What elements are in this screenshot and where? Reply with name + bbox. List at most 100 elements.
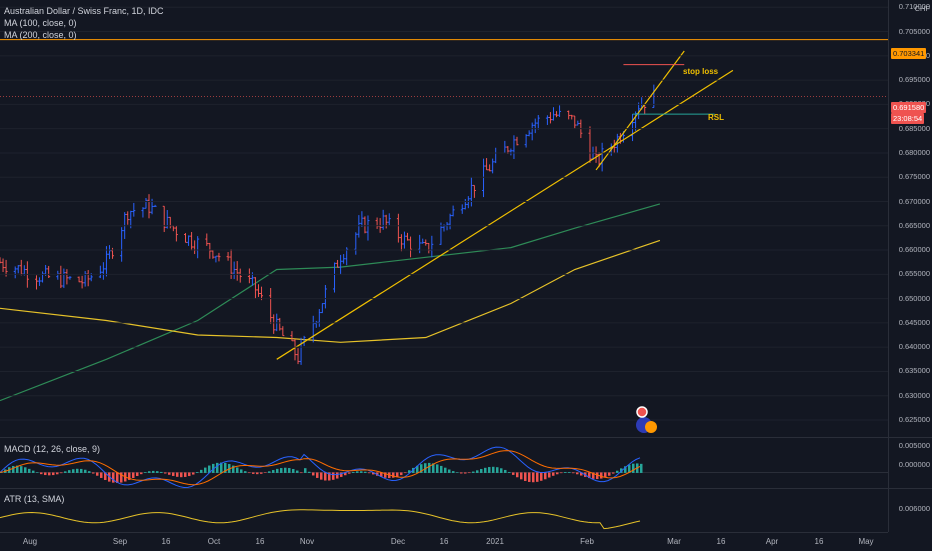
time-label: 16 — [814, 537, 824, 546]
macd-histogram-bar — [240, 469, 243, 473]
macd-histogram-bar — [408, 470, 411, 473]
macd-histogram-bar — [60, 472, 63, 474]
pane-separator[interactable] — [0, 437, 932, 438]
macd-histogram-bar — [384, 472, 387, 478]
macd-histogram-bar — [56, 472, 59, 475]
main-chart-pane[interactable]: Australian Dollar / Swiss Franc, 1D, IDC… — [0, 0, 888, 437]
macd-tick: 0.000000 — [898, 460, 930, 469]
macd-histogram-bar — [568, 472, 571, 473]
macd-histogram-bar — [564, 472, 567, 473]
trendline — [595, 50, 685, 171]
ma200-legend[interactable]: MA (200, close, 0) — [4, 30, 77, 40]
macd-histogram-bar — [112, 472, 115, 483]
macd-histogram-bar — [400, 472, 403, 476]
macd-histogram-bar — [580, 472, 583, 476]
ma200-line — [0, 239, 661, 343]
time-label: Feb — [580, 537, 594, 546]
macd-histogram-bar — [632, 463, 635, 473]
rsl-label: RSL — [708, 113, 724, 122]
macd-histogram-bar — [544, 472, 547, 480]
macd-histogram-bar — [552, 472, 555, 476]
price-tick: 0.655000 — [898, 269, 930, 279]
macd-histogram-bar — [456, 472, 459, 473]
macd-histogram-bar — [528, 472, 531, 482]
atr-legend[interactable]: ATR (13, SMA) — [4, 494, 65, 504]
currency-label: CHF — [914, 4, 930, 13]
avatar-flag-icon — [636, 406, 648, 418]
macd-histogram-bar — [176, 472, 179, 477]
macd-histogram-bar — [220, 462, 223, 473]
macd-histogram-bar — [320, 472, 323, 480]
macd-histogram-bar — [92, 472, 95, 474]
avatar[interactable] — [631, 405, 661, 435]
macd-histogram-bar — [40, 472, 43, 475]
macd-histogram-bar — [472, 471, 475, 473]
macd-legend[interactable]: MACD (12, 26, close, 9) — [4, 444, 101, 454]
price-tick: 0.670000 — [898, 196, 930, 206]
time-label: 2021 — [486, 537, 504, 546]
time-label: 16 — [716, 537, 726, 546]
macd-histogram-bar — [48, 472, 51, 476]
last-price-tag: 0.691580 — [891, 102, 927, 113]
macd-histogram-bar — [252, 472, 255, 474]
macd-histogram-bar — [96, 472, 99, 476]
macd-histogram-bar — [224, 462, 227, 473]
time-label: 16 — [255, 537, 265, 546]
macd-histogram-bar — [308, 471, 311, 473]
macd-histogram-bar — [76, 468, 79, 473]
macd-histogram-bar — [28, 468, 31, 473]
macd-pane[interactable]: MACD (12, 26, close, 9) — [0, 438, 888, 488]
macd-histogram-bar — [140, 472, 143, 475]
macd-histogram-bar — [268, 471, 271, 473]
price-axis[interactable]: CHF 0.7100000.7050000.7000000.6950000.69… — [888, 0, 932, 532]
time-label: Nov — [299, 537, 315, 546]
macd-histogram-bar — [200, 469, 203, 473]
macd-histogram-bar — [184, 472, 187, 477]
macd-histogram-bar — [256, 472, 259, 475]
macd-histogram-bar — [468, 472, 471, 474]
macd-histogram-bar — [44, 472, 47, 476]
pane-separator[interactable] — [0, 488, 932, 489]
macd-histogram-bar — [236, 467, 239, 473]
macd-histogram-bar — [540, 472, 543, 481]
time-label: Apr — [765, 537, 779, 546]
trendline — [276, 69, 734, 360]
price-tick: 0.630000 — [898, 390, 930, 400]
price-tick: 0.675000 — [898, 172, 930, 182]
macd-histogram-bar — [560, 472, 563, 474]
symbol-title[interactable]: Australian Dollar / Swiss Franc, 1D, IDC — [4, 6, 164, 16]
macd-histogram-bar — [304, 468, 307, 473]
ma100-legend[interactable]: MA (100, close, 0) — [4, 18, 77, 28]
macd-histogram-bar — [352, 472, 355, 473]
price-tick: 0.705000 — [898, 26, 930, 36]
price-tick: 0.685000 — [898, 123, 930, 133]
atr-line — [0, 509, 641, 530]
macd-histogram-bar — [380, 472, 383, 477]
macd-histogram-bar — [84, 469, 87, 473]
macd-histogram-bar — [312, 472, 315, 476]
macd-histogram-bar — [488, 467, 491, 473]
time-axis[interactable]: Aug Sep 16 Oct 16 Nov Dec 16 2021 Feb Ma… — [0, 532, 888, 551]
macd-histogram-bar — [152, 470, 155, 473]
macd-histogram-bar — [332, 472, 335, 480]
macd-histogram-bar — [32, 470, 35, 473]
macd-histogram-bar — [576, 472, 579, 475]
macd-histogram-bar — [396, 472, 399, 477]
price-tick: 0.660000 — [898, 245, 930, 255]
macd-histogram-bar — [640, 463, 643, 473]
price-tick: 0.695000 — [898, 75, 930, 85]
macd-histogram-bar — [168, 472, 171, 475]
macd-histogram-bar — [440, 465, 443, 473]
macd-histogram-bar — [260, 472, 263, 474]
atr-pane[interactable]: ATR (13, SMA) — [0, 489, 888, 532]
macd-histogram-bar — [532, 472, 535, 483]
main-chart-canvas[interactable] — [0, 0, 888, 437]
macd-histogram-bar — [288, 468, 291, 473]
macd-histogram-bar — [612, 472, 615, 474]
macd-histogram-bar — [524, 472, 527, 481]
macd-signal-line — [0, 450, 641, 486]
macd-histogram-bar — [536, 472, 539, 482]
macd-histogram-bar — [196, 472, 199, 473]
macd-histogram-bar — [88, 471, 91, 473]
macd-histogram-bar — [20, 466, 23, 473]
